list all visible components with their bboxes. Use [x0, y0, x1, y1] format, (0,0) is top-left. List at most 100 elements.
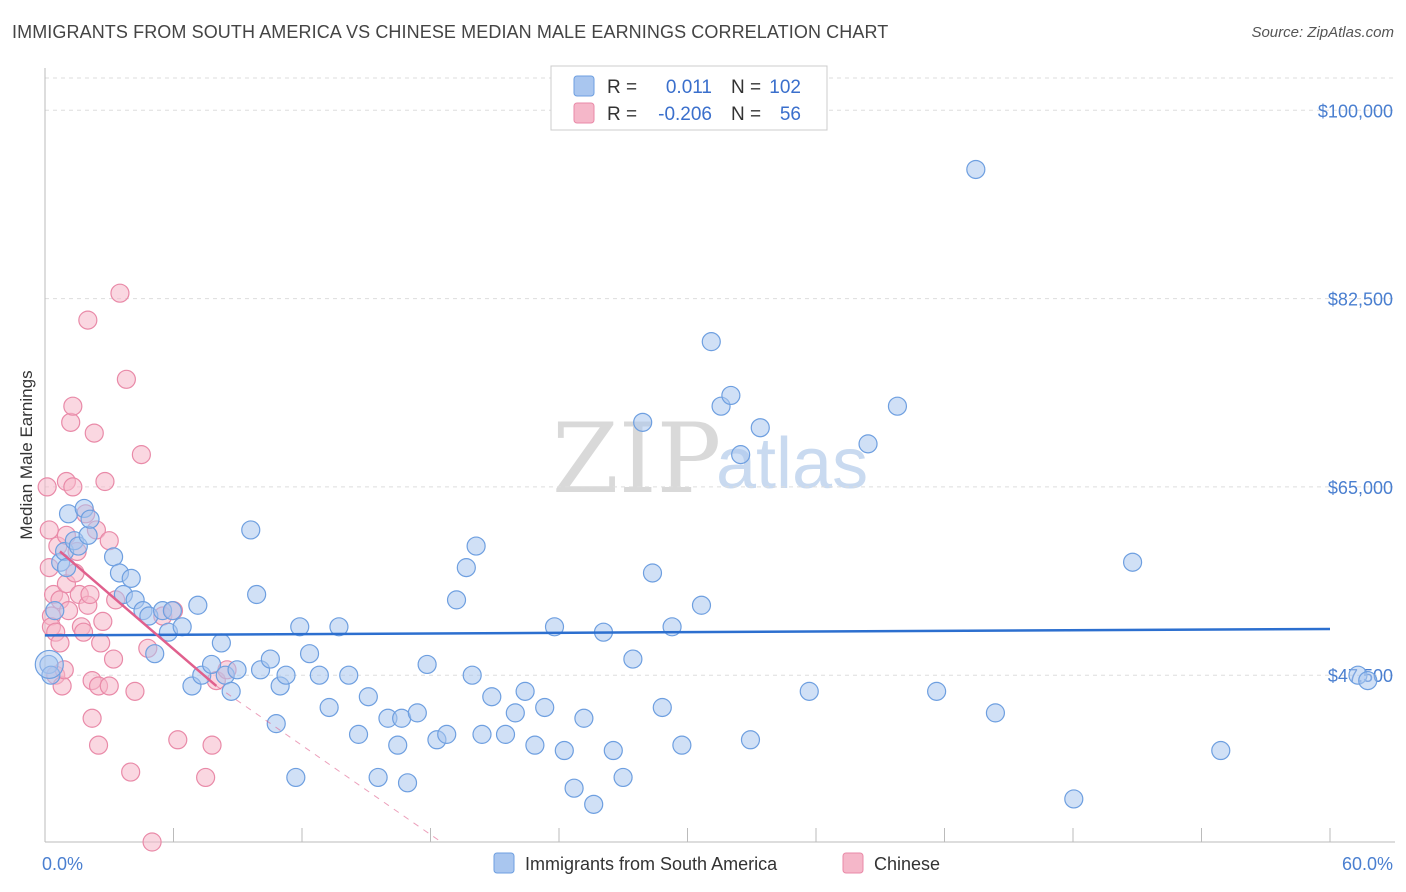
south-america-point-large [34, 649, 64, 680]
south-america-point [623, 649, 643, 669]
south-america-point [515, 681, 535, 701]
south-america-point [290, 617, 310, 637]
south-america-point [121, 568, 141, 588]
south-america-point [417, 654, 437, 675]
legend-n-label-1: N = [731, 77, 761, 98]
chinese-point [73, 622, 94, 642]
south-america-point [535, 697, 555, 718]
south-america-point [574, 708, 594, 728]
south-america-point [1122, 552, 1143, 572]
south-america-point [221, 681, 241, 701]
south-america-point [348, 724, 369, 744]
chinese-point [95, 471, 115, 492]
south-america-point [437, 724, 457, 744]
south-america-point [266, 714, 286, 734]
south-america-trend-line [44, 627, 1331, 637]
legend-n-value-2: 56 [780, 104, 801, 125]
legend-n-value-1: 102 [769, 77, 801, 98]
y-tick-label: $100,000 [1318, 101, 1393, 121]
legend-r-value-1: 0.011 [666, 77, 712, 98]
south-america-point [691, 595, 712, 615]
legend-swatch-blue [573, 75, 595, 97]
south-america-point [462, 665, 482, 685]
south-america-point [472, 724, 492, 744]
south-america-point [495, 724, 516, 744]
chinese-point [93, 611, 113, 632]
south-america-point [339, 665, 359, 685]
south-america-point [799, 681, 819, 701]
south-america-point [652, 697, 672, 718]
series-legend: Immigrants from South America Chinese [493, 852, 940, 874]
south-america-point [603, 740, 623, 761]
chinese-point [63, 396, 83, 416]
south-america-point [740, 730, 761, 750]
chart-title: IMMIGRANTS FROM SOUTH AMERICA VS CHINESE… [12, 22, 889, 42]
y-tick-label: $82,500 [1328, 290, 1393, 310]
chinese-point [84, 423, 104, 443]
chinese-point [99, 676, 119, 696]
chinese-point [99, 531, 119, 551]
legend-n-label-2: N = [731, 104, 761, 125]
south-america-point [78, 525, 98, 545]
x-tick-label-min: 0.0% [42, 854, 83, 874]
legend-r-label-1: R = [607, 77, 637, 98]
chinese-point [39, 520, 59, 540]
legend-r-value-2: -0.206 [658, 104, 712, 125]
x-tick-labels: 0.0% 60.0% [42, 854, 1393, 874]
chinese-point [103, 649, 124, 669]
chinese-point [202, 735, 222, 755]
south-america-point [388, 735, 408, 755]
south-america-point [358, 687, 378, 707]
south-america-point [564, 778, 584, 798]
south-america-point [613, 767, 633, 788]
chinese-point [125, 681, 145, 701]
bottom-legend-label-1: Immigrants from South America [525, 854, 778, 874]
south-america-point [172, 617, 192, 637]
chinese-point [80, 584, 100, 605]
south-america-point [162, 601, 182, 621]
chinese-point [78, 310, 98, 330]
legend-swatch-pink [573, 102, 595, 124]
south-america-point [299, 644, 320, 664]
south-america-point [407, 703, 427, 723]
y-tick-label: $65,000 [1328, 478, 1393, 498]
south-america-point [241, 520, 261, 540]
south-america-point [188, 595, 208, 615]
south-america-point [45, 601, 65, 621]
chinese-point [116, 369, 136, 389]
south-america-point [466, 536, 486, 556]
south-america-point [368, 767, 388, 788]
south-america-point [201, 654, 222, 675]
chinese-point [37, 477, 57, 497]
south-america-point [211, 633, 231, 653]
gridlines [45, 77, 1395, 676]
x-tick-label-max: 60.0% [1342, 854, 1393, 874]
south-america-point [80, 509, 100, 529]
chinese-point [61, 412, 81, 432]
south-america-point [544, 617, 565, 637]
south-america-point [276, 665, 296, 685]
chinese-point [121, 762, 141, 782]
south-america-point [633, 412, 653, 432]
chinese-point [142, 832, 162, 852]
chinese-point [131, 445, 151, 465]
chinese-point [63, 477, 83, 497]
south-america-point [456, 558, 476, 578]
south-america-point [1211, 740, 1231, 761]
chinese-trend-line [59, 550, 218, 687]
south-america-point [750, 418, 770, 438]
south-america-point [966, 159, 986, 180]
south-america-point [309, 665, 329, 685]
south-america-point [505, 703, 525, 723]
legend-r-label-2: R = [607, 104, 637, 125]
south-america-point [145, 644, 165, 664]
chinese-point [168, 730, 188, 750]
south-america-point [887, 396, 908, 416]
y-axis-label: Median Male Earnings [17, 370, 36, 539]
south-america-point [642, 563, 663, 583]
south-america-point [985, 703, 1006, 723]
chinese-point [88, 735, 109, 755]
chinese-trend-extension [216, 685, 442, 843]
y-tick-labels: $47,500$65,000$82,500$100,000 [1318, 101, 1393, 686]
